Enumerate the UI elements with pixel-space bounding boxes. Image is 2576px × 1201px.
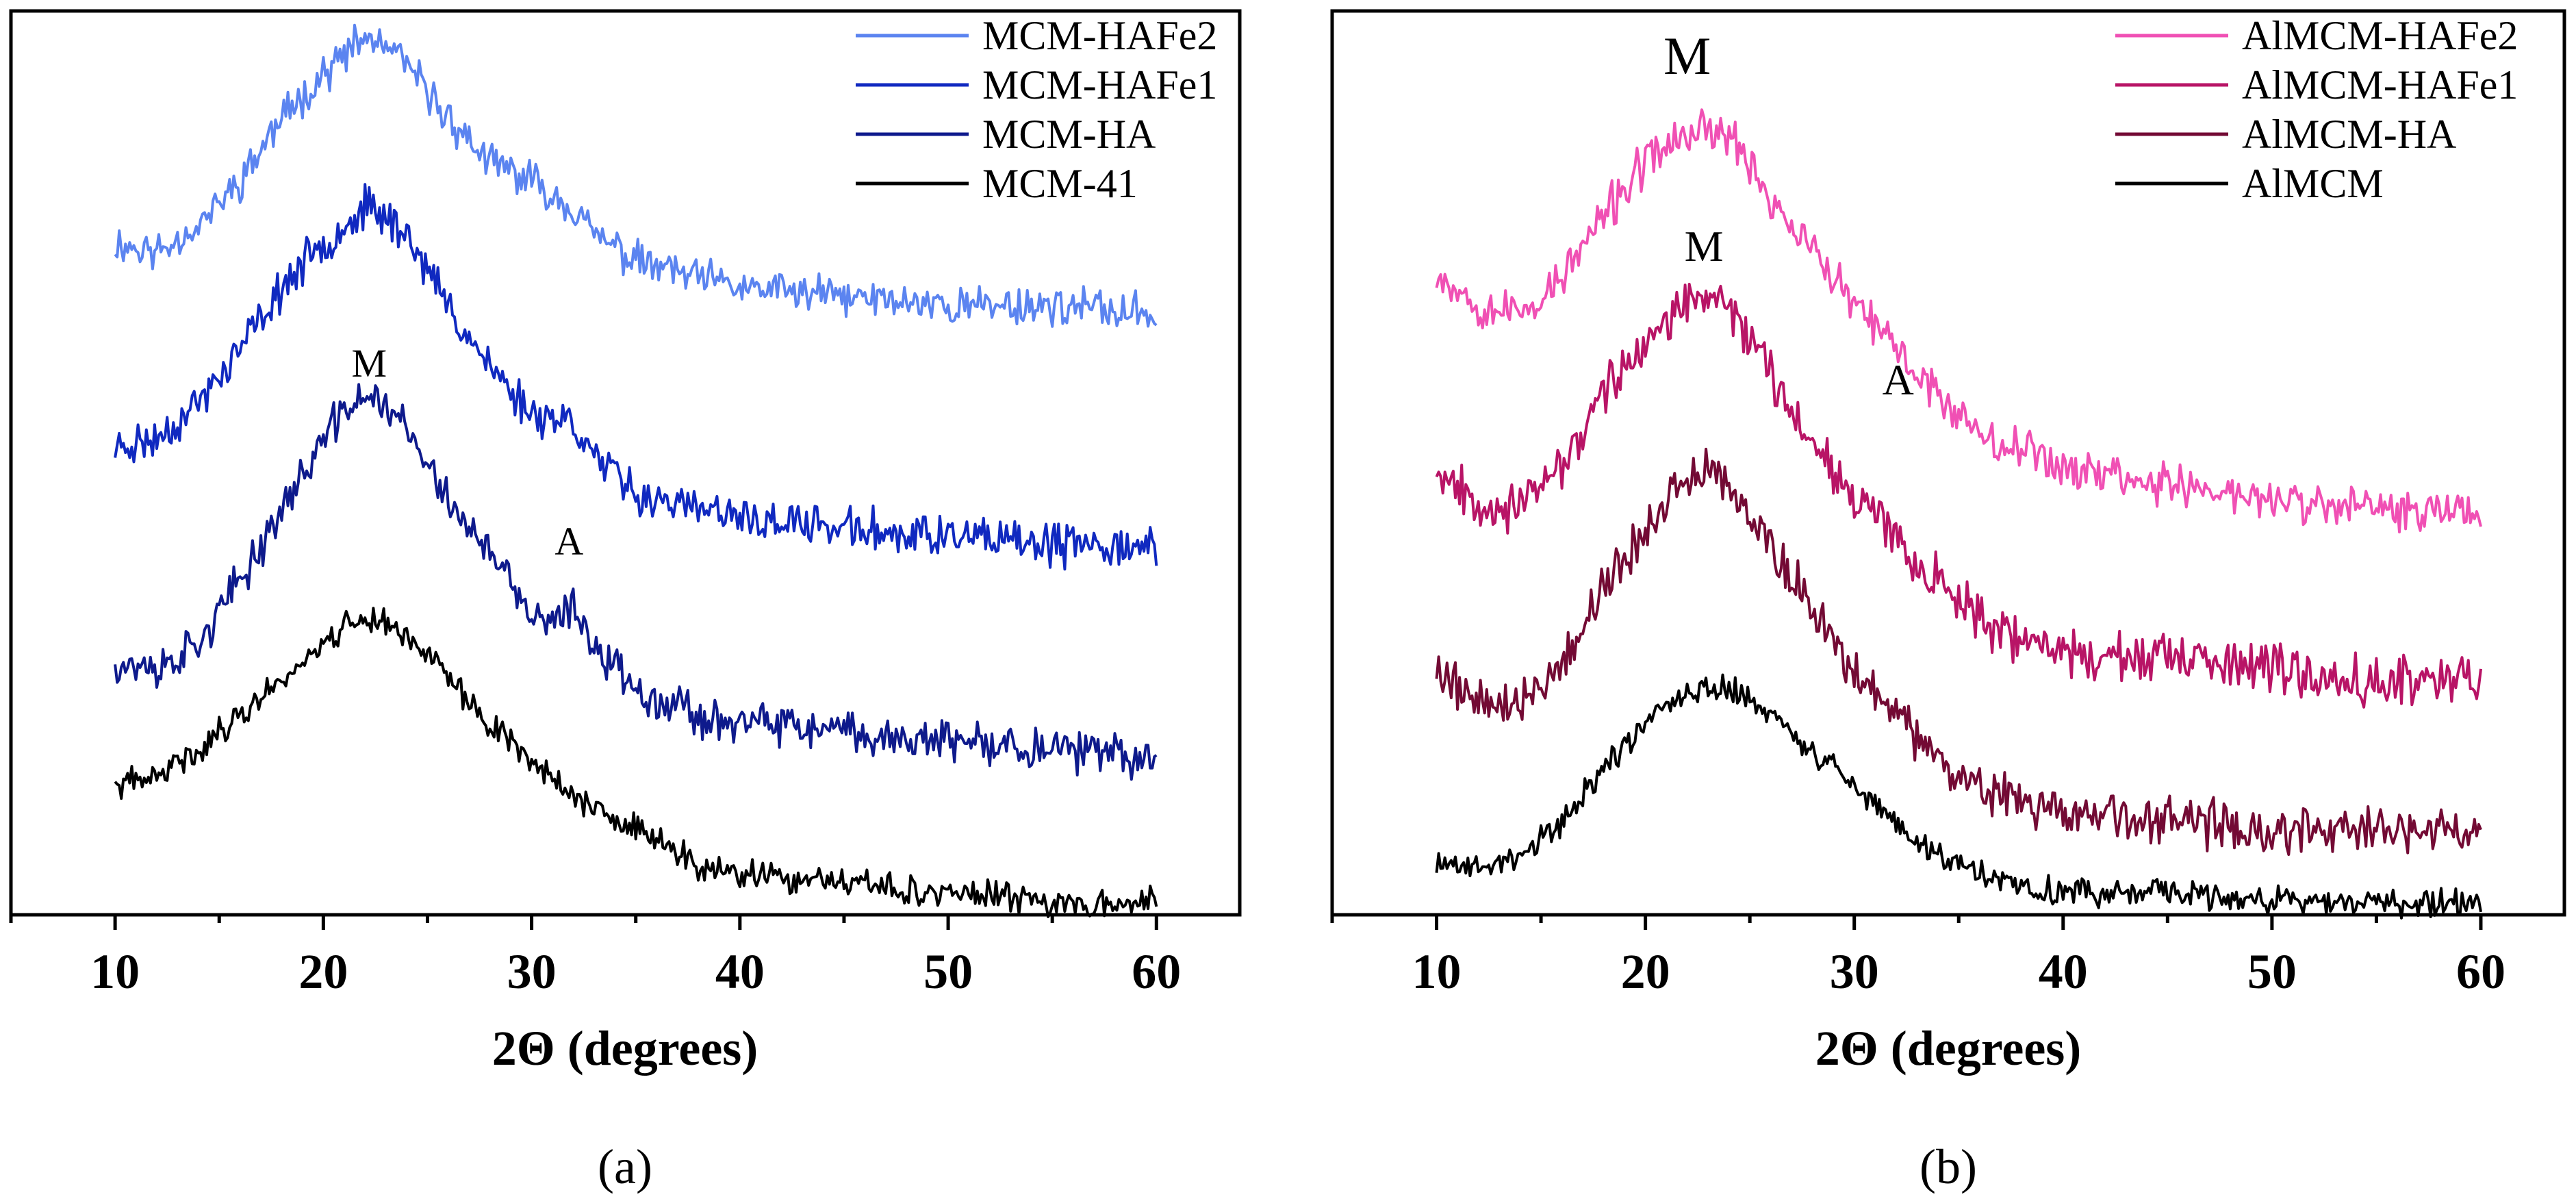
series-group-b (1435, 108, 2482, 920)
x-tick-label-40: 40 (715, 944, 765, 999)
legend-label-almcm-hafe2: AlMCM-HAFe2 (2242, 13, 2518, 58)
x-tick-label-50: 50 (923, 944, 973, 999)
series-line-mcm-hafe2 (114, 23, 1158, 328)
legend-label-almcm-ha: AlMCM-HA (2242, 112, 2456, 157)
legend-label-almcm: AlMCM (2242, 161, 2384, 206)
series-line-mcm-hafe1 (114, 183, 1158, 571)
series-line-mcm-ha (114, 383, 1158, 781)
legend-label-mcm-hafe1: MCM-HAFe1 (982, 62, 1217, 108)
x-axis-title-b: 2Θ (degrees) (1815, 1021, 2082, 1076)
x-tick-label-10: 10 (90, 944, 140, 999)
legend-label-mcm-hafe2: MCM-HAFe2 (982, 13, 1217, 58)
series-line-almcm-hafe1 (1435, 283, 2482, 709)
x-tick-label-30: 30 (507, 944, 557, 999)
peak-annotations-a: MA (351, 341, 583, 564)
peak-label-a-2: A (1883, 355, 1914, 404)
x-tick-label-20: 20 (298, 944, 348, 999)
x-tick-label-30: 30 (1830, 944, 1879, 999)
x-ticks-a: 10 20 30 40 50 60 (9, 915, 1181, 999)
x-tick-label-50: 50 (2247, 944, 2297, 999)
legend-label-mcm-ha: MCM-HA (982, 112, 1156, 157)
legend-label-mcm-41: MCM-41 (982, 161, 1138, 206)
panel-b: 10 20 30 40 50 60 MMA AlMCM-HAFe2AlMCM-HAFe1A… (1330, 9, 2566, 1194)
series-line-mcm-41 (114, 607, 1158, 918)
panel-a: 10 20 30 40 50 60 MA MCM-HAFe2MCM-HAFe1MCM-HA… (9, 9, 1242, 1194)
panel-label-b: (b) (1920, 1139, 1977, 1194)
peak-annotations-b: M M A (1663, 26, 1914, 404)
panel-label-a: (a) (598, 1139, 652, 1194)
x-axis-title-a: 2Θ (degrees) (492, 1021, 758, 1076)
plot-frame-b (1330, 9, 2566, 917)
peak-label-m-0: M (351, 341, 387, 385)
peak-label-m-1: M (1685, 222, 1724, 270)
x-tick-label-60: 60 (2456, 944, 2505, 999)
peak-label-m-0: M (1663, 26, 1711, 86)
x-tick-label-40: 40 (2039, 944, 2088, 999)
x-tick-label-60: 60 (1132, 944, 1181, 999)
peak-label-a-1: A (554, 519, 583, 564)
series-group-a (114, 23, 1158, 918)
legend-label-almcm-hafe1: AlMCM-HAFe1 (2242, 62, 2518, 108)
series-line-almcm-hafe2 (1435, 108, 2482, 533)
series-line-almcm (1435, 673, 2482, 920)
x-tick-label-10: 10 (1412, 944, 1462, 999)
x-ticks-b: 10 20 30 40 50 60 (1330, 915, 2505, 999)
plot-frame-a (9, 9, 1242, 917)
x-tick-label-20: 20 (1621, 944, 1670, 999)
series-line-almcm-ha (1435, 447, 2482, 856)
